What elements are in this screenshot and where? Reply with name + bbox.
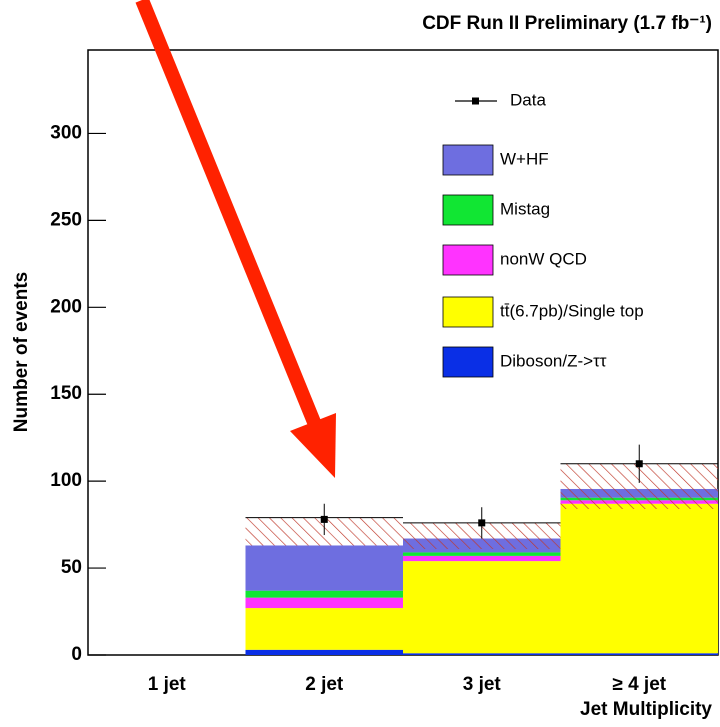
x-tick-label: 2 jet bbox=[305, 674, 344, 695]
stack-segment bbox=[245, 590, 403, 598]
y-tick-label: 250 bbox=[50, 209, 82, 230]
y-tick-label: 0 bbox=[71, 644, 82, 665]
legend-label: Mistag bbox=[500, 199, 550, 218]
legend-label: nonW QCD bbox=[500, 249, 587, 268]
legend-swatch bbox=[442, 144, 494, 176]
stack-segment bbox=[245, 649, 403, 655]
y-tick-label: 100 bbox=[50, 470, 82, 491]
x-tick-label: 3 jet bbox=[463, 674, 502, 695]
chart-title: CDF Run II Preliminary (1.7 fb⁻¹) bbox=[422, 13, 712, 34]
legend-marker bbox=[472, 97, 479, 105]
legend-swatch bbox=[442, 346, 494, 378]
stack-segment bbox=[403, 653, 561, 655]
legend-swatch bbox=[442, 244, 494, 276]
stack-segment bbox=[560, 503, 718, 654]
legend-swatch bbox=[442, 296, 494, 328]
legend-swatch bbox=[442, 194, 494, 226]
y-tick-label: 50 bbox=[61, 557, 82, 578]
legend-label: Data bbox=[510, 90, 546, 109]
plot: 0 50 100 150 200 250 300 1 jet 2 jet 3 jet ≥ 4 jet bbox=[50, 122, 718, 695]
arrow-head bbox=[290, 413, 336, 478]
x-axis-label: Jet Multiplicity bbox=[580, 699, 712, 720]
legend-label: W+HF bbox=[500, 149, 549, 168]
data-point bbox=[478, 519, 486, 527]
legend-label: tt̄(6.7pb)/Single top bbox=[500, 301, 644, 320]
stack-segment bbox=[560, 653, 718, 655]
x-tick-label: 1 jet bbox=[148, 674, 187, 695]
stack-segment bbox=[245, 608, 403, 650]
annotation-arrow bbox=[135, 0, 336, 478]
stack-segment bbox=[245, 545, 403, 591]
legend-label: Diboson/Z->ττ bbox=[500, 351, 607, 370]
stack-segment bbox=[403, 561, 561, 654]
stack-segment bbox=[403, 552, 561, 556]
data-point bbox=[635, 460, 643, 468]
stack-segment bbox=[403, 555, 561, 562]
stack-segment bbox=[245, 597, 403, 609]
y-tick-label: 200 bbox=[50, 296, 82, 317]
arrow-shaft bbox=[135, 0, 325, 435]
y-tick-label: 150 bbox=[50, 383, 82, 404]
y-tick-label: 300 bbox=[50, 122, 82, 143]
data-point bbox=[320, 515, 328, 523]
legend: Data W+HF Mistag nonW QCD tt̄(6.7pb)/Single … bbox=[442, 90, 644, 378]
y-axis-label: Number of events bbox=[11, 272, 32, 432]
x-tick-label: ≥ 4 jet bbox=[612, 674, 666, 695]
